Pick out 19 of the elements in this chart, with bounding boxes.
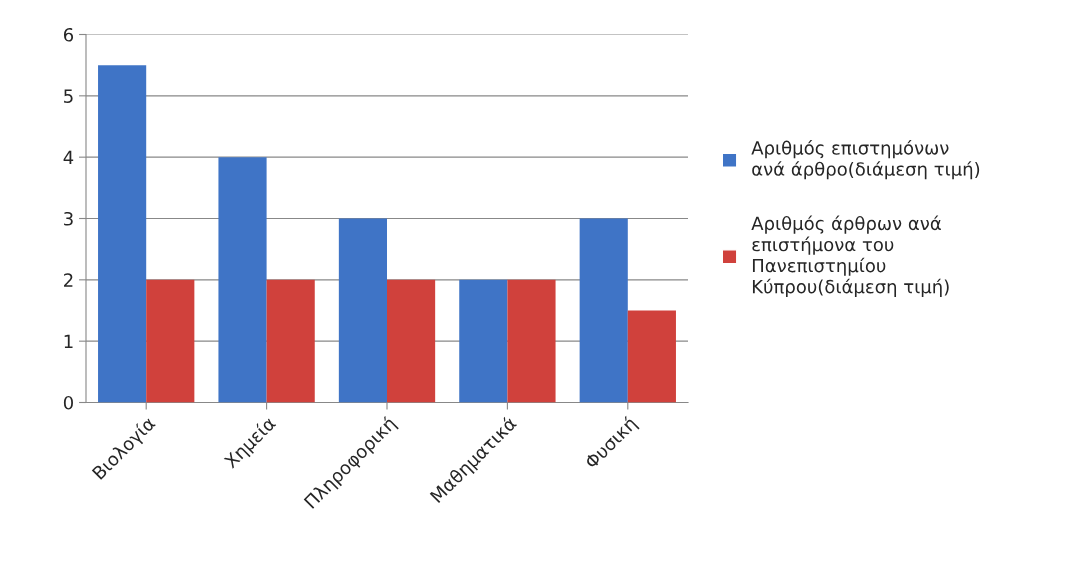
y-tick-label: 5 bbox=[64, 89, 73, 103]
bar bbox=[507, 279, 556, 403]
bar bbox=[579, 218, 628, 403]
bar bbox=[266, 279, 315, 403]
bar bbox=[459, 279, 508, 403]
bar bbox=[218, 157, 267, 403]
bar bbox=[338, 218, 387, 403]
y-tick-label: 0 bbox=[63, 395, 73, 410]
bar bbox=[387, 279, 436, 403]
y-tick-label: 6 bbox=[63, 27, 74, 42]
y-tick-label: 4 bbox=[63, 150, 74, 165]
y-tick-label: 2 bbox=[64, 273, 73, 287]
y-tick-label: 1 bbox=[64, 334, 73, 349]
bar bbox=[146, 279, 195, 403]
legend-label: Αριθμός επιστημόνων ανά άρθρο(διάμεση τιμή) bbox=[751, 140, 980, 180]
y-tick-label: 3 bbox=[64, 211, 73, 226]
bar bbox=[98, 65, 147, 403]
legend-label: Αριθμός άρθρων ανά επιστήμονα του Πανεπιστημίου Κύπρου(διάμεση τιμή) bbox=[751, 215, 949, 297]
bar bbox=[627, 310, 676, 403]
